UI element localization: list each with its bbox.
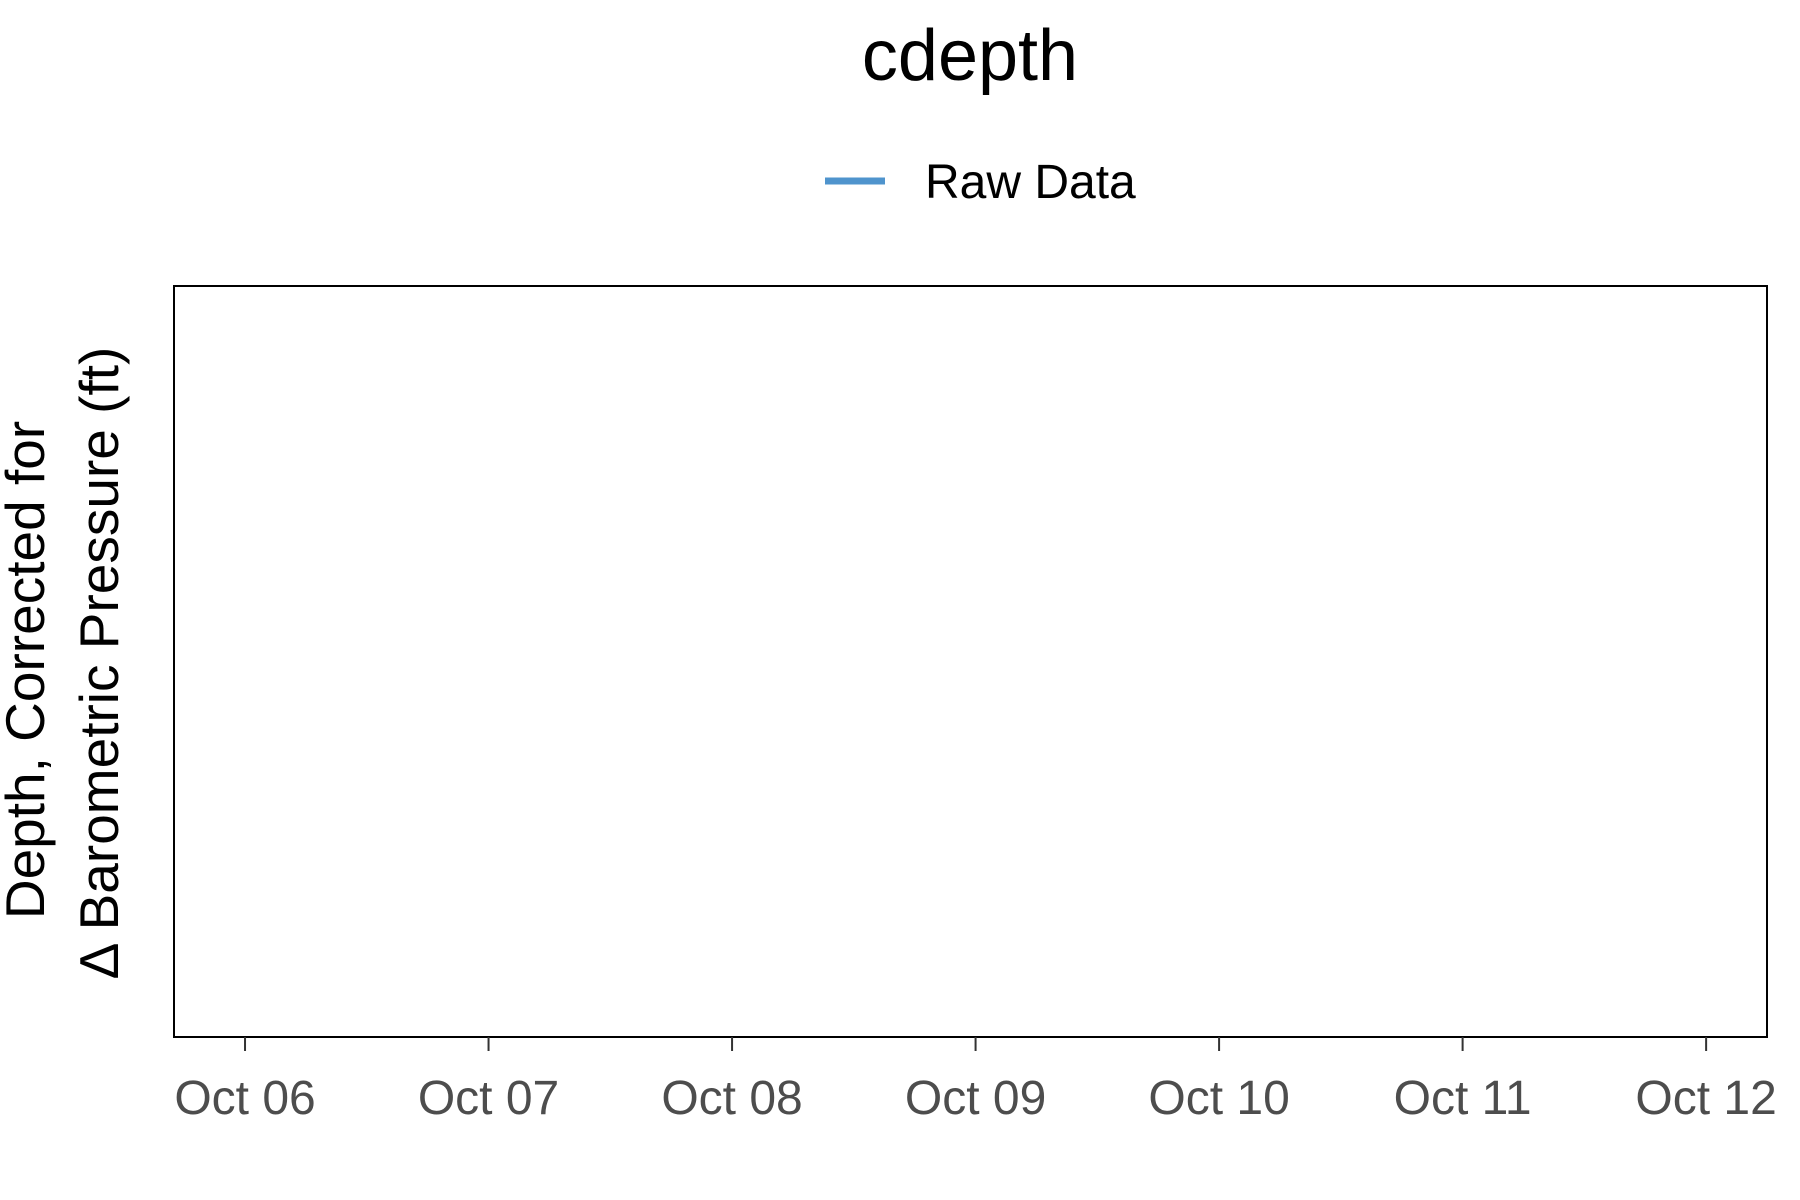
x-tick-label-1: Oct 07	[418, 1072, 559, 1125]
plot-panel	[173, 285, 1768, 1038]
x-tick-label-0: Oct 06	[174, 1072, 315, 1125]
x-tick-label-2: Oct 08	[661, 1072, 802, 1125]
x-tick-label-6: Oct 12	[1635, 1072, 1776, 1125]
chart-title: cdepth	[862, 16, 1078, 96]
y-axis-title: Depth, Corrected for Δ Barometric Pressu…	[0, 347, 130, 980]
x-axis: Oct 06 Oct 07 Oct 08 Oct 09 Oct 10 Oct 11 Oct …	[174, 1037, 1777, 1125]
x-tick-label-3: Oct 09	[905, 1072, 1046, 1125]
x-tick-label-4: Oct 10	[1148, 1072, 1289, 1125]
legend: Raw Data	[825, 156, 1136, 209]
legend-label-raw-data: Raw Data	[925, 156, 1136, 209]
y-axis-title-line-2: Δ Barometric Pressure (ft)	[68, 347, 130, 980]
x-tick-label-5: Oct 11	[1394, 1072, 1532, 1125]
y-axis-title-line-1: Depth, Corrected for	[0, 421, 56, 919]
